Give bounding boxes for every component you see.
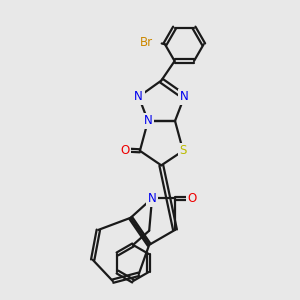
Text: N: N [144,114,152,128]
Text: N: N [148,192,156,205]
Text: Br: Br [140,36,153,49]
Text: O: O [187,192,196,205]
Text: O: O [120,143,129,157]
Text: S: S [179,144,187,157]
Text: N: N [134,90,143,103]
Text: N: N [180,90,189,103]
